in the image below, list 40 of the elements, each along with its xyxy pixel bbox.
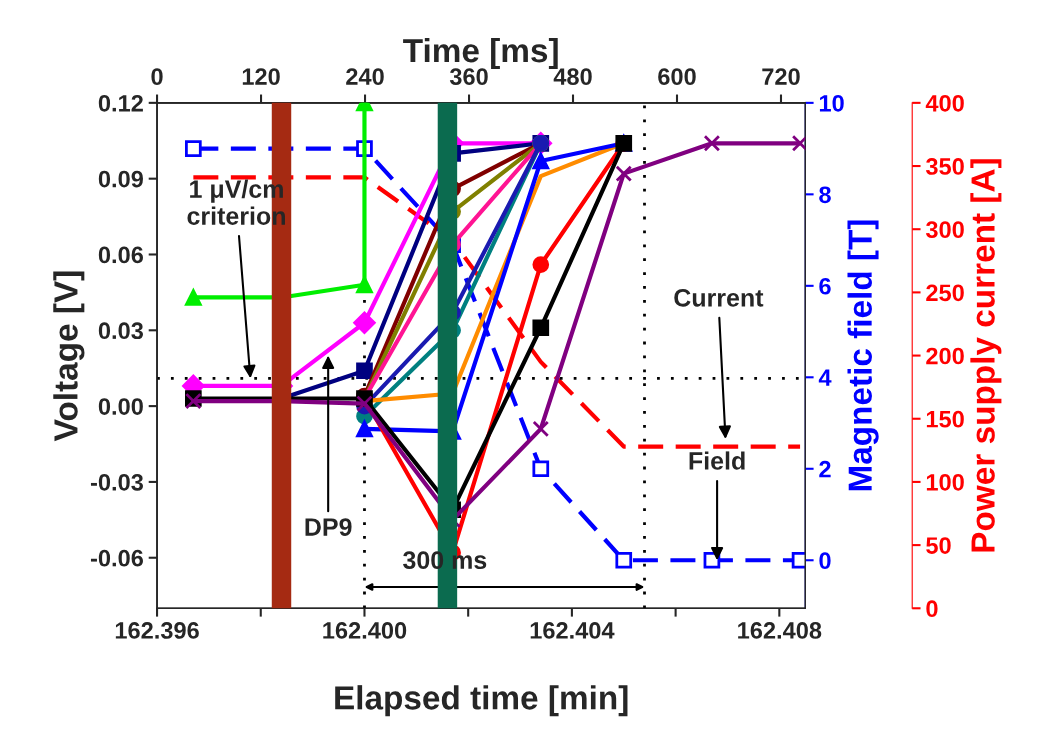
x2-tick-label: 0 <box>151 68 163 85</box>
y-tick-label: 0.09 <box>98 170 143 188</box>
x2-tick-label: 120 <box>242 68 280 85</box>
x-tick-label: 162.396 <box>115 622 199 639</box>
annotation: Field <box>689 451 745 470</box>
y-tick-label: -0.06 <box>90 549 143 567</box>
x-axis-title: Elapsed time [min] <box>335 685 628 717</box>
x-tick-label: 162.400 <box>323 622 407 639</box>
y2-tick-label: 10 <box>819 94 844 112</box>
y3-tick-label: 0 <box>926 600 938 618</box>
annotation: Current <box>674 288 764 307</box>
y3-tick-label: 250 <box>926 284 964 302</box>
annotation: DP9 <box>305 518 352 536</box>
y-tick-label: -0.03 <box>90 473 143 491</box>
x2-tick-label: 720 <box>762 68 800 85</box>
y-tick-label: 0.06 <box>98 246 143 264</box>
y3-tick-label: 400 <box>925 94 964 112</box>
x2-tick-label: 360 <box>449 68 488 86</box>
y2-tick-label: 4 <box>818 369 832 386</box>
x2-tick-label: 240 <box>346 68 384 85</box>
y-tick-label: 0.00 <box>98 398 143 415</box>
y2-axis-title: Magnetic field [T] <box>847 220 879 491</box>
x2-tick-label: 480 <box>553 68 592 85</box>
x-tick-label: 162.408 <box>738 622 822 639</box>
x2-tick-label: 600 <box>658 68 696 85</box>
x-tick-label: 162.404 <box>530 622 615 639</box>
y-tick-label: 0.12 <box>98 94 143 112</box>
y3-tick-label: 100 <box>926 473 964 491</box>
y2-tick-label: 8 <box>819 186 831 204</box>
y3-tick-label: 200 <box>926 347 964 365</box>
y3-axis-title: Power supply current [A] <box>970 159 1002 552</box>
y3-tick-label: 350 <box>925 158 964 175</box>
y3-tick-label: 50 <box>926 537 951 554</box>
y3-tick-label: 150 <box>926 410 964 428</box>
y3-tick-label: 300 <box>925 221 964 239</box>
y2-tick-label: 6 <box>819 277 831 295</box>
y2-tick-label: 2 <box>819 460 831 478</box>
y2-tick-label: 0 <box>819 552 831 570</box>
y-axis-title: Voltage [V] <box>53 271 85 442</box>
y-tick-label: 0.03 <box>98 322 143 340</box>
